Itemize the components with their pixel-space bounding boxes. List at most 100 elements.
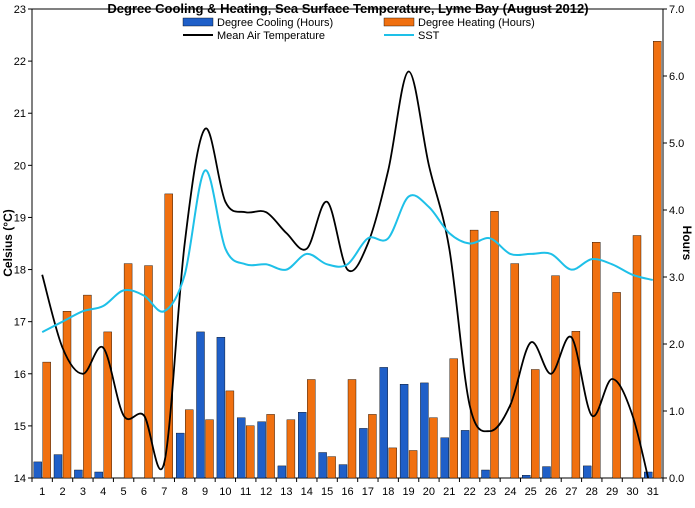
legend-swatch bbox=[383, 17, 415, 27]
heating-bar-14 bbox=[307, 379, 316, 479]
heating-bar-10 bbox=[225, 390, 235, 479]
cooling-bar-15 bbox=[318, 452, 327, 479]
heating-bar-28 bbox=[592, 241, 601, 479]
heating-bar-19 bbox=[408, 450, 418, 479]
left-tick-label: 17 bbox=[14, 317, 26, 329]
heating-bar-22 bbox=[469, 229, 479, 479]
right-tick-label: 0.0 bbox=[669, 473, 684, 485]
heating-bar-17 bbox=[368, 414, 377, 479]
cooling-bar-18 bbox=[379, 367, 388, 479]
left-axis-label: Celsius (°C) bbox=[1, 209, 15, 276]
heating-bar-7 bbox=[164, 193, 174, 479]
heating-bar-9 bbox=[205, 419, 214, 479]
left-tick-label: 18 bbox=[14, 265, 26, 277]
cooling-bar-17 bbox=[359, 428, 368, 479]
x-tick-label: 25 bbox=[525, 486, 537, 498]
right-tick-label: 2.0 bbox=[669, 339, 684, 351]
x-tick-label: 28 bbox=[586, 486, 598, 498]
cooling-bar-21 bbox=[440, 437, 449, 479]
heating-bar-20 bbox=[429, 417, 438, 479]
heating-bar-13 bbox=[286, 419, 296, 479]
x-tick-label: 29 bbox=[606, 486, 618, 498]
legend-swatch bbox=[182, 17, 214, 27]
heating-bar-30 bbox=[632, 235, 642, 479]
left-tick-label: 19 bbox=[14, 212, 26, 224]
x-tick-label: 12 bbox=[260, 486, 272, 498]
mean-air-temperature-line bbox=[41, 70, 650, 478]
heating-bar-23 bbox=[490, 211, 499, 479]
heating-bar-18 bbox=[388, 447, 397, 479]
x-tick-label: 3 bbox=[80, 486, 86, 498]
x-tick-label: 6 bbox=[141, 486, 147, 498]
cooling-bar-26 bbox=[542, 466, 551, 479]
heating-bar-6 bbox=[144, 265, 153, 479]
x-tick-label: 16 bbox=[341, 486, 353, 498]
heating-bar-31 bbox=[653, 41, 662, 479]
right-tick-label: 5.0 bbox=[669, 138, 684, 150]
cooling-bar-19 bbox=[399, 384, 409, 479]
left-tick-label: 22 bbox=[14, 56, 26, 68]
bar-series-group bbox=[33, 41, 662, 479]
cooling-bar-14 bbox=[298, 412, 307, 479]
x-tick-label: 17 bbox=[362, 486, 374, 498]
left-tick-label: 23 bbox=[14, 4, 26, 16]
left-tick-label: 14 bbox=[14, 473, 26, 485]
x-tick-label: 13 bbox=[280, 486, 292, 498]
legend-label: SST bbox=[418, 30, 440, 42]
x-tick-label: 26 bbox=[545, 486, 557, 498]
right-tick-label: 4.0 bbox=[669, 205, 684, 217]
cooling-bar-9 bbox=[196, 331, 205, 479]
left-tick-label: 15 bbox=[14, 421, 26, 433]
x-tick-label: 9 bbox=[202, 486, 208, 498]
right-tick-label: 3.0 bbox=[669, 272, 684, 284]
heating-bar-15 bbox=[327, 456, 336, 479]
heating-bar-12 bbox=[266, 414, 275, 479]
x-tick-label: 24 bbox=[504, 486, 516, 498]
x-tick-label: 14 bbox=[301, 486, 313, 498]
x-tick-label: 23 bbox=[484, 486, 496, 498]
plot-area bbox=[31, 8, 664, 479]
right-axis: 0.0 1.0 2.0 3.0 4.0 5.0 6.0 7.0 bbox=[663, 4, 684, 485]
right-axis-label: Hours bbox=[680, 226, 694, 261]
right-tick-label: 1.0 bbox=[669, 406, 684, 418]
cooling-bar-8 bbox=[175, 432, 185, 479]
left-tick-label: 16 bbox=[14, 369, 26, 381]
x-tick-label: 27 bbox=[565, 486, 577, 498]
x-tick-label: 1 bbox=[39, 486, 45, 498]
x-tick-label: 19 bbox=[402, 486, 414, 498]
legend-label: Degree Cooling (Hours) bbox=[217, 17, 333, 29]
legend-label: Degree Heating (Hours) bbox=[418, 17, 535, 29]
heating-bar-24 bbox=[510, 263, 519, 479]
cooling-bar-13 bbox=[277, 465, 287, 479]
heating-bar-2 bbox=[62, 311, 72, 479]
cooling-bar-22 bbox=[460, 430, 470, 479]
right-tick-label: 7.0 bbox=[669, 4, 684, 16]
heating-bar-25 bbox=[531, 369, 540, 479]
x-tick-label: 7 bbox=[161, 486, 167, 498]
x-tick-label: 15 bbox=[321, 486, 333, 498]
cooling-bar-25 bbox=[522, 475, 531, 479]
cooling-bar-1 bbox=[33, 461, 42, 479]
x-tick-label: 18 bbox=[382, 486, 394, 498]
heating-bar-21 bbox=[449, 358, 458, 479]
heating-bar-8 bbox=[184, 409, 194, 479]
cooling-bar-4 bbox=[94, 471, 103, 479]
cooling-bar-3 bbox=[74, 469, 83, 479]
x-axis: 1 2 3 4 5 6 7 8 9 10 11 12 13 14 15 16 17 18 19 20 21 22 23 24 2… bbox=[31, 478, 664, 498]
x-tick-label: 30 bbox=[626, 486, 638, 498]
heating-bar-1 bbox=[42, 361, 51, 479]
x-tick-label: 4 bbox=[100, 486, 106, 498]
legend-label: Mean Air Temperature bbox=[217, 30, 325, 42]
heating-bar-11 bbox=[245, 425, 255, 479]
heating-bar-26 bbox=[551, 275, 560, 479]
cooling-bar-20 bbox=[420, 382, 429, 479]
heating-bar-27 bbox=[571, 331, 581, 479]
heating-bar-3 bbox=[83, 294, 92, 479]
cooling-bar-10 bbox=[216, 337, 226, 479]
sst-line bbox=[41, 169, 654, 333]
cooling-bar-11 bbox=[236, 417, 246, 479]
x-tick-label: 21 bbox=[443, 486, 455, 498]
cooling-bar-28 bbox=[583, 465, 592, 479]
chart-legend: Degree Cooling (Hours) Degree Heating (Ho… bbox=[182, 17, 535, 42]
